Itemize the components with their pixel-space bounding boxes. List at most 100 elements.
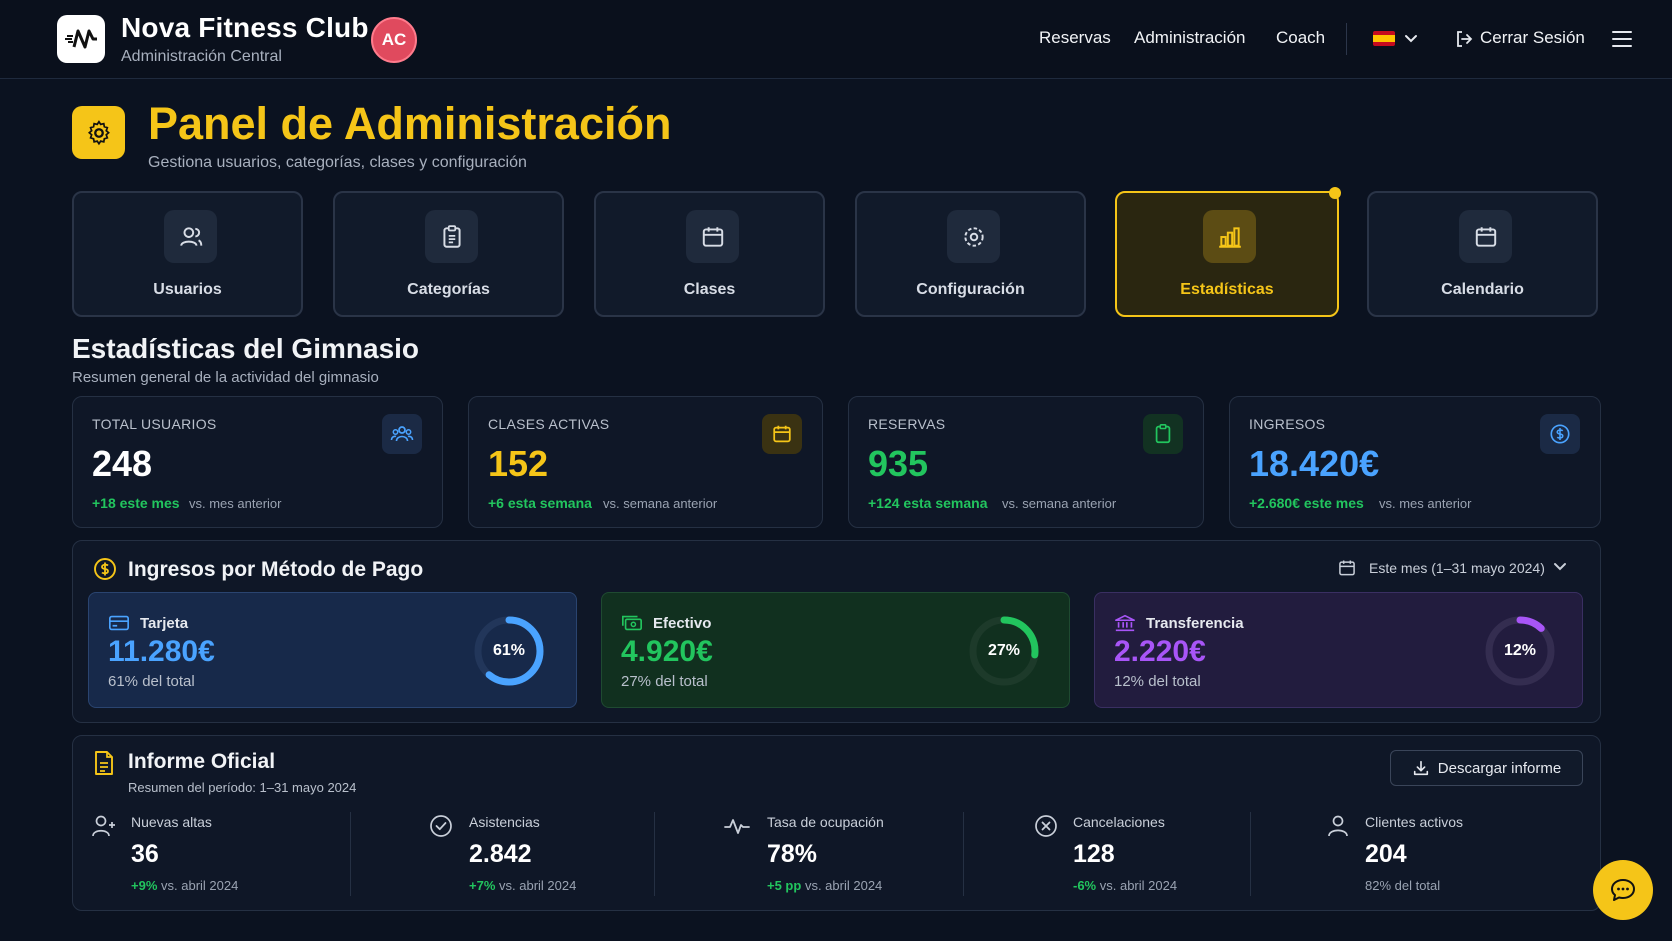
stat-value: 152 [488, 443, 549, 484]
stat-delta: +6 esta semana [488, 495, 592, 511]
tab-clases[interactable]: Clases [594, 191, 825, 317]
chat-bubble-icon [1611, 879, 1635, 901]
payment-method-name: Tarjeta [140, 615, 189, 632]
cash-icon [622, 615, 642, 631]
report-delta: -6% vs. abril 2024 [1073, 878, 1178, 893]
stat-value: 18.420€ [1249, 443, 1380, 484]
report-panel: Informe Oficial Resumen del período: 1–3… [72, 735, 1601, 911]
dollar-icon [1540, 414, 1580, 454]
stat-delta: +2.680€ este mes [1249, 495, 1364, 511]
report-title: Informe Oficial [128, 750, 276, 773]
brand-logo[interactable] [57, 15, 105, 63]
report-label: Nuevas altas [131, 814, 212, 830]
logout-button[interactable]: Cerrar Sesión [1480, 28, 1585, 47]
nav-link-reservas[interactable]: Reservas [1039, 28, 1111, 47]
payment-ring-transferencia [1485, 616, 1555, 686]
report-label: Tasa de ocupación [767, 814, 884, 830]
user-icon [1328, 815, 1348, 837]
report-value: 128 [1073, 840, 1115, 868]
report-value: 204 [1365, 840, 1407, 868]
report-label: Asistencias [469, 814, 540, 830]
credit-card-icon [109, 615, 129, 631]
payment-share: 27% del total [621, 673, 708, 690]
payment-ring-tarjeta [474, 616, 544, 686]
payment-method-name: Transferencia [1146, 615, 1244, 632]
stat-label: RESERVAS [868, 416, 946, 432]
tab-configuracion[interactable]: Configuración [855, 191, 1086, 317]
payment-percent-label: 12% [1503, 642, 1537, 659]
stat-label: CLASES ACTIVAS [488, 416, 610, 432]
stat-comparison: vs. mes anterior [189, 496, 282, 511]
payment-method-transferencia: Transferencia 2.220€ 12% del total 12% [1094, 592, 1583, 708]
document-icon [95, 751, 113, 775]
es-flag-icon[interactable] [1373, 31, 1395, 46]
bar-chart-icon [1203, 210, 1256, 263]
chevron-down-icon[interactable] [1552, 560, 1568, 574]
logo-icon [65, 29, 97, 49]
nav-link-coach[interactable]: Coach [1276, 28, 1326, 47]
tab-label: Categorías [407, 281, 490, 298]
stat-card-clases-activas: CLASES ACTIVAS 152 +6 esta semana vs. se… [468, 396, 823, 528]
period-select[interactable]: Este mes (1–31 mayo 2024) [1369, 560, 1545, 576]
top-bar: Nova Fitness Club Administración Central… [0, 0, 1672, 79]
report-subtitle: Resumen del período: 1–31 mayo 2024 [128, 780, 357, 795]
report-value: 78% [767, 840, 818, 868]
report-delta: +9% vs. abril 2024 [131, 878, 239, 893]
report-divider [350, 812, 351, 896]
user-plus-icon [92, 815, 115, 837]
hamburger-menu-icon[interactable] [1612, 30, 1632, 48]
stat-card-total-usuarios: TOTAL USUARIOS 248 +18 este mes vs. mes … [72, 396, 443, 528]
clipboard-list-icon [425, 210, 478, 263]
tab-label: Estadísticas [1180, 281, 1274, 298]
tab-estadisticas[interactable]: Estadísticas [1115, 191, 1339, 317]
report-delta: +5 pp vs. abril 2024 [767, 878, 883, 893]
users-icon [382, 414, 422, 454]
bank-icon [1115, 614, 1135, 632]
check-circle-icon [430, 815, 452, 837]
brand-title: Nova Fitness Club [121, 12, 369, 43]
payments-title: Ingresos por Método de Pago [128, 558, 424, 581]
dollar-icon [94, 558, 116, 580]
logout-icon[interactable] [1454, 29, 1474, 49]
stat-comparison: vs. mes anterior [1379, 496, 1472, 511]
stat-delta: +124 esta semana [868, 495, 988, 511]
report-value: 36 [131, 840, 159, 868]
stat-comparison: vs. semana anterior [603, 496, 718, 511]
report-delta: +7% vs. abril 2024 [469, 878, 577, 893]
payment-amount: 2.220€ [1114, 635, 1206, 668]
activity-icon [724, 819, 750, 834]
nav-divider [1346, 23, 1347, 55]
calendar-icon [686, 210, 739, 263]
nav-link-administracion[interactable]: Administración [1134, 28, 1246, 47]
calendar-icon [1339, 560, 1355, 576]
stat-card-reservas: RESERVAS 935 +124 esta semana vs. semana… [848, 396, 1204, 528]
payment-method-name: Efectivo [653, 615, 712, 632]
payment-amount: 11.280€ [108, 635, 215, 668]
tab-label: Clases [683, 281, 736, 298]
tab-label: Usuarios [153, 281, 222, 298]
chevron-down-icon[interactable] [1403, 32, 1419, 46]
clipboard-icon [1143, 414, 1183, 454]
payment-percent-label: 61% [492, 642, 526, 659]
report-label: Clientes activos [1365, 814, 1464, 830]
download-report-button[interactable]: Descargar informe [1390, 750, 1583, 786]
payment-share: 12% del total [1114, 673, 1201, 690]
stats-section-subtitle: Resumen general de la actividad del gimn… [72, 369, 379, 386]
payment-share: 61% del total [108, 673, 195, 690]
tab-usuarios[interactable]: Usuarios [72, 191, 303, 317]
download-label: Descargar informe [1437, 759, 1562, 777]
report-value: 2.842 [469, 840, 532, 868]
tab-categorias[interactable]: Categorías [333, 191, 564, 317]
payment-percent-label: 27% [987, 642, 1021, 659]
tab-calendario[interactable]: Calendario [1367, 191, 1598, 317]
chat-button[interactable] [1593, 860, 1653, 920]
avatar[interactable]: AC [371, 17, 417, 63]
stat-label: TOTAL USUARIOS [92, 416, 217, 432]
stat-label: INGRESOS [1249, 416, 1326, 432]
report-divider [654, 812, 655, 896]
report-delta: 82% del total [1365, 878, 1441, 893]
report-divider [963, 812, 964, 896]
stat-delta: +18 este mes [92, 495, 180, 511]
users-icon [164, 210, 217, 263]
report-label: Cancelaciones [1073, 814, 1165, 830]
